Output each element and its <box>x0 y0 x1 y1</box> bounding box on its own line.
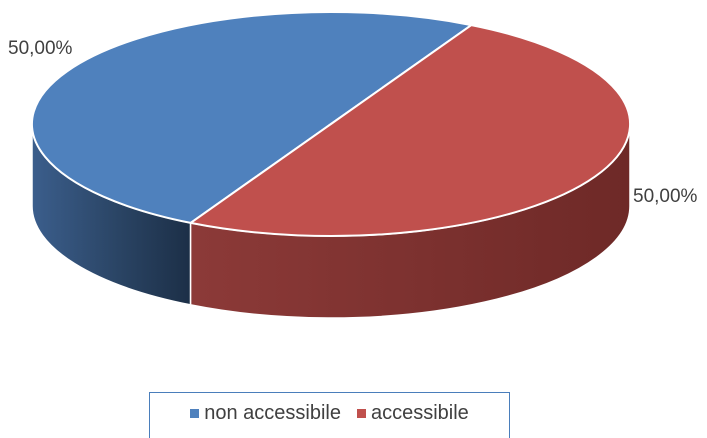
legend-swatch-non-accessibile <box>190 409 200 418</box>
legend-label-non-accessibile: non accessibile <box>204 402 341 424</box>
legend-entry-accessibile: accessibile <box>356 402 469 425</box>
pie-slice-accessibile <box>189 24 632 238</box>
pie-slice-non-accessibile <box>30 10 473 224</box>
data-label-non-accessibile: 50,00% <box>633 186 698 207</box>
legend-swatch-accessibile <box>356 409 366 418</box>
data-label-accessibile: 50,00% <box>8 38 73 59</box>
pie-plot-area <box>30 10 632 319</box>
legend: non accessibile accessibile <box>149 392 510 438</box>
legend-entry-non-accessibile: non accessibile <box>190 402 341 425</box>
legend-label-accessibile: accessibile <box>370 402 469 424</box>
